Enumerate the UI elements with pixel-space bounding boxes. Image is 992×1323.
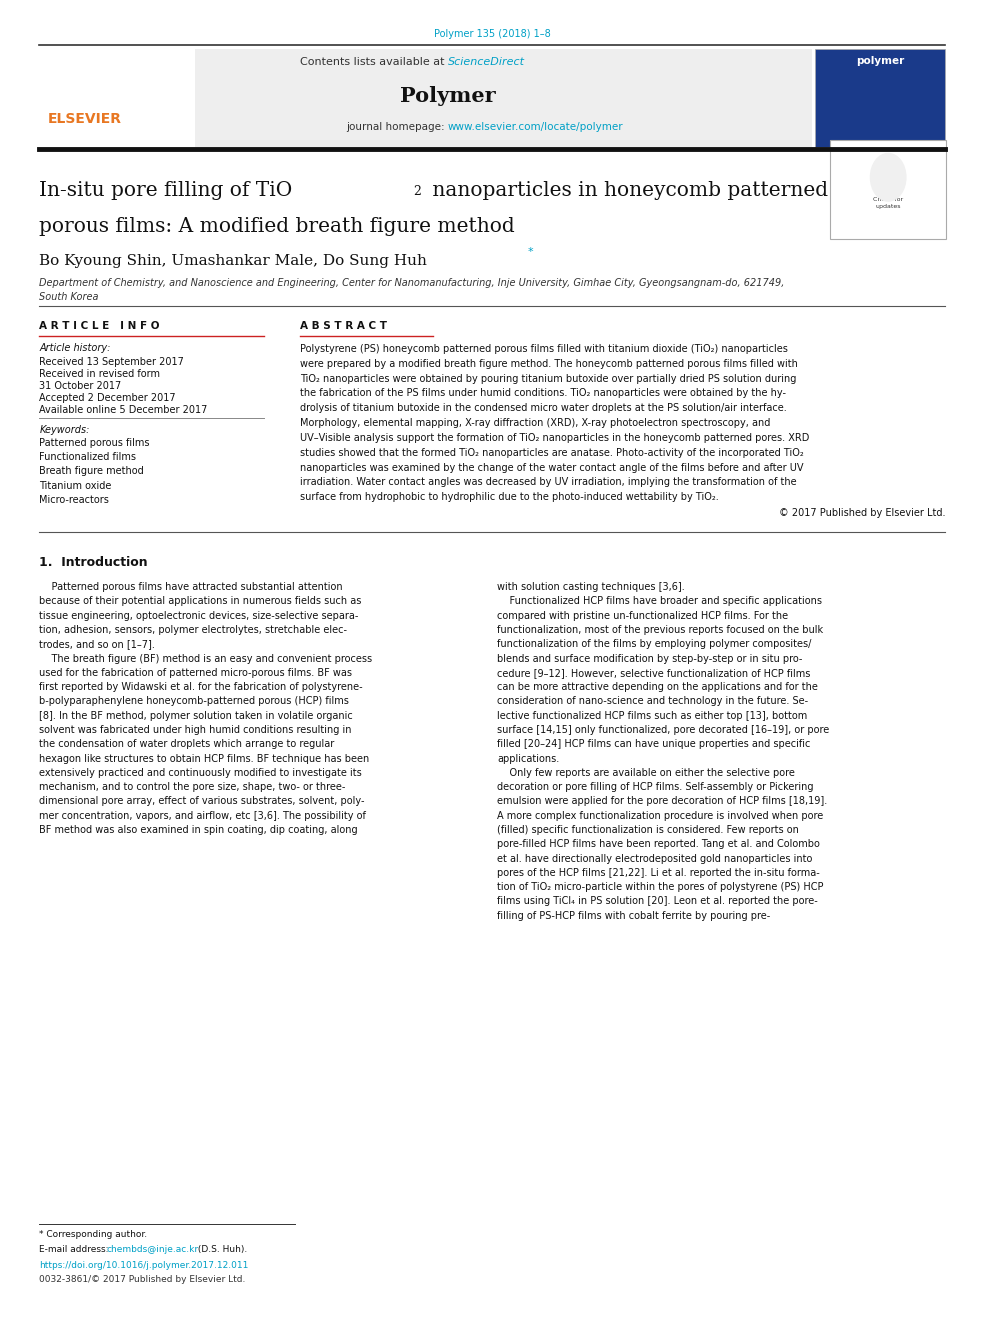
Text: Only few reports are available on either the selective pore: Only few reports are available on either…: [497, 767, 796, 778]
Text: tissue engineering, optoelectronic devices, size-selective separa-: tissue engineering, optoelectronic devic…: [40, 611, 359, 620]
Text: 0032-3861/© 2017 Published by Elsevier Ltd.: 0032-3861/© 2017 Published by Elsevier L…: [40, 1275, 246, 1285]
Text: surface [14,15] only functionalized, pore decorated [16–19], or pore: surface [14,15] only functionalized, por…: [497, 725, 829, 736]
Text: BF method was also examined in spin coating, dip coating, along: BF method was also examined in spin coat…: [40, 826, 358, 835]
Text: mer concentration, vapors, and airflow, etc [3,6]. The possibility of: mer concentration, vapors, and airflow, …: [40, 811, 366, 820]
Text: used for the fabrication of patterned micro-porous films. BF was: used for the fabrication of patterned mi…: [40, 668, 352, 677]
Text: Breath figure method: Breath figure method: [40, 467, 144, 476]
FancyBboxPatch shape: [40, 49, 812, 147]
Text: (D.S. Huh).: (D.S. Huh).: [195, 1245, 247, 1254]
Text: Patterned porous films: Patterned porous films: [40, 438, 150, 448]
Text: ELSEVIER: ELSEVIER: [48, 111, 121, 126]
Text: chembds@inje.ac.kr: chembds@inje.ac.kr: [106, 1245, 198, 1254]
Text: pore-filled HCP films have been reported. Tang et al. and Colombo: pore-filled HCP films have been reported…: [497, 839, 820, 849]
Text: functionalization, most of the previous reports focused on the bulk: functionalization, most of the previous …: [497, 624, 823, 635]
Text: pores of the HCP films [21,22]. Li et al. reported the in-situ forma-: pores of the HCP films [21,22]. Li et al…: [497, 868, 820, 878]
Text: South Korea: South Korea: [40, 292, 99, 303]
Text: dimensional pore array, effect of various substrates, solvent, poly-: dimensional pore array, effect of variou…: [40, 796, 365, 807]
Text: © 2017 Published by Elsevier Ltd.: © 2017 Published by Elsevier Ltd.: [779, 508, 945, 519]
FancyBboxPatch shape: [40, 49, 195, 147]
Text: Functionalized films: Functionalized films: [40, 452, 136, 462]
Text: surface from hydrophobic to hydrophilic due to the photo-induced wettability by : surface from hydrophobic to hydrophilic …: [301, 492, 719, 503]
Text: mechanism, and to control the pore size, shape, two- or three-: mechanism, and to control the pore size,…: [40, 782, 346, 792]
Text: 2: 2: [413, 184, 421, 197]
Text: www.elsevier.com/locate/polymer: www.elsevier.com/locate/polymer: [448, 122, 624, 132]
Text: tion, adhesion, sensors, polymer electrolytes, stretchable elec-: tion, adhesion, sensors, polymer electro…: [40, 624, 347, 635]
FancyBboxPatch shape: [815, 49, 945, 147]
Text: drolysis of titanium butoxide in the condensed micro water droplets at the PS so: drolysis of titanium butoxide in the con…: [301, 404, 787, 413]
Text: Titanium oxide: Titanium oxide: [40, 480, 112, 491]
Text: functionalization of the films by employing polymer composites/: functionalization of the films by employ…: [497, 639, 811, 650]
Text: the condensation of water droplets which arrange to regular: the condensation of water droplets which…: [40, 740, 334, 749]
Text: Polystyrene (PS) honeycomb patterned porous films filled with titanium dioxide (: Polystyrene (PS) honeycomb patterned por…: [301, 344, 789, 355]
Text: Check for
updates: Check for updates: [873, 197, 904, 209]
FancyBboxPatch shape: [830, 140, 946, 239]
Text: were prepared by a modified breath figure method. The honeycomb patterned porous: were prepared by a modified breath figur…: [301, 359, 799, 369]
Text: nanoparticles was examined by the change of the water contact angle of the films: nanoparticles was examined by the change…: [301, 463, 804, 472]
Text: Accepted 2 December 2017: Accepted 2 December 2017: [40, 393, 176, 404]
Circle shape: [870, 153, 906, 201]
Text: Patterned porous films have attracted substantial attention: Patterned porous films have attracted su…: [40, 582, 343, 593]
Text: filled [20–24] HCP films can have unique properties and specific: filled [20–24] HCP films can have unique…: [497, 740, 810, 749]
Text: [8]. In the BF method, polymer solution taken in volatile organic: [8]. In the BF method, polymer solution …: [40, 710, 353, 721]
Text: E-mail address:: E-mail address:: [40, 1245, 112, 1254]
Text: Morphology, elemental mapping, X-ray diffraction (XRD), X-ray photoelectron spec: Morphology, elemental mapping, X-ray dif…: [301, 418, 771, 429]
Text: A B S T R A C T: A B S T R A C T: [301, 321, 387, 332]
Text: Department of Chemistry, and Nanoscience and Engineering, Center for Nanomanufac: Department of Chemistry, and Nanoscience…: [40, 278, 785, 288]
Text: (filled) specific functionalization is considered. Few reports on: (filled) specific functionalization is c…: [497, 826, 800, 835]
Text: porous films: A modified breath figure method: porous films: A modified breath figure m…: [40, 217, 515, 235]
Text: Available online 5 December 2017: Available online 5 December 2017: [40, 405, 207, 415]
Text: tion of TiO₂ micro-particle within the pores of polystyrene (PS) HCP: tion of TiO₂ micro-particle within the p…: [497, 882, 823, 892]
Text: irradiation. Water contact angles was decreased by UV irradiation, implying the : irradiation. Water contact angles was de…: [301, 478, 797, 487]
Text: studies showed that the formed TiO₂ nanoparticles are anatase. Photo-activity of: studies showed that the formed TiO₂ nano…: [301, 447, 805, 458]
Text: films using TiCl₄ in PS solution [20]. Leon et al. reported the pore-: films using TiCl₄ in PS solution [20]. L…: [497, 897, 818, 906]
Text: extensively practiced and continuously modified to investigate its: extensively practiced and continuously m…: [40, 767, 362, 778]
Text: applications.: applications.: [497, 754, 559, 763]
Text: Polymer: Polymer: [400, 86, 496, 106]
Text: solvent was fabricated under high humid conditions resulting in: solvent was fabricated under high humid …: [40, 725, 352, 736]
Text: The breath figure (BF) method is an easy and convenient process: The breath figure (BF) method is an easy…: [40, 654, 373, 664]
Text: blends and surface modification by step-by-step or in situ pro-: blends and surface modification by step-…: [497, 654, 803, 664]
Text: TiO₂ nanoparticles were obtained by pouring titanium butoxide over partially dri: TiO₂ nanoparticles were obtained by pour…: [301, 373, 797, 384]
Text: Contents lists available at: Contents lists available at: [300, 57, 448, 67]
Text: can be more attractive depending on the applications and for the: can be more attractive depending on the …: [497, 683, 818, 692]
Text: lective functionalized HCP films such as either top [13], bottom: lective functionalized HCP films such as…: [497, 710, 807, 721]
Text: A R T I C L E   I N F O: A R T I C L E I N F O: [40, 321, 160, 332]
Text: UV–Visible analysis support the formation of TiO₂ nanoparticles in the honeycomb: UV–Visible analysis support the formatio…: [301, 433, 809, 443]
Text: cedure [9–12]. However, selective functionalization of HCP films: cedure [9–12]. However, selective functi…: [497, 668, 810, 677]
Text: Article history:: Article history:: [40, 343, 111, 353]
Text: 31 October 2017: 31 October 2017: [40, 381, 122, 392]
Text: hexagon like structures to obtain HCP films. BF technique has been: hexagon like structures to obtain HCP fi…: [40, 754, 370, 763]
Text: with solution casting techniques [3,6].: with solution casting techniques [3,6].: [497, 582, 685, 593]
Text: first reported by Widawski et al. for the fabrication of polystyrene-: first reported by Widawski et al. for th…: [40, 683, 363, 692]
Text: *: *: [528, 247, 534, 258]
Text: Polymer 135 (2018) 1–8: Polymer 135 (2018) 1–8: [434, 29, 551, 40]
Text: trodes, and so on [1–7].: trodes, and so on [1–7].: [40, 639, 156, 650]
Text: emulsion were applied for the pore decoration of HCP films [18,19].: emulsion were applied for the pore decor…: [497, 796, 827, 807]
Text: Keywords:: Keywords:: [40, 425, 89, 435]
Text: because of their potential applications in numerous fields such as: because of their potential applications …: [40, 597, 362, 606]
Text: filling of PS-HCP films with cobalt ferrite by pouring pre-: filling of PS-HCP films with cobalt ferr…: [497, 910, 771, 921]
Text: Bo Kyoung Shin, Umashankar Male, Do Sung Huh: Bo Kyoung Shin, Umashankar Male, Do Sung…: [40, 254, 428, 269]
Text: Micro-reactors: Micro-reactors: [40, 495, 109, 505]
Text: In-situ pore filling of TiO: In-situ pore filling of TiO: [40, 181, 293, 200]
Text: Received 13 September 2017: Received 13 September 2017: [40, 357, 185, 368]
Text: A more complex functionalization procedure is involved when pore: A more complex functionalization procedu…: [497, 811, 823, 820]
Text: compared with pristine un-functionalized HCP films. For the: compared with pristine un-functionalized…: [497, 611, 789, 620]
Text: decoration or pore filling of HCP films. Self-assembly or Pickering: decoration or pore filling of HCP films.…: [497, 782, 813, 792]
Text: 1.  Introduction: 1. Introduction: [40, 556, 148, 569]
Text: et al. have directionally electrodeposited gold nanoparticles into: et al. have directionally electrodeposit…: [497, 853, 812, 864]
Text: * Corresponding author.: * Corresponding author.: [40, 1230, 148, 1240]
Text: polymer: polymer: [856, 56, 905, 66]
Text: https://doi.org/10.1016/j.polymer.2017.12.011: https://doi.org/10.1016/j.polymer.2017.1…: [40, 1261, 249, 1270]
Text: the fabrication of the PS films under humid conditions. TiO₂ nanoparticles were : the fabrication of the PS films under hu…: [301, 389, 787, 398]
Text: Received in revised form: Received in revised form: [40, 369, 161, 380]
Text: journal homepage:: journal homepage:: [346, 122, 448, 132]
Text: b-polyparaphenylene honeycomb-patterned porous (HCP) films: b-polyparaphenylene honeycomb-patterned …: [40, 696, 349, 706]
Text: consideration of nano-science and technology in the future. Se-: consideration of nano-science and techno…: [497, 696, 808, 706]
Text: nanoparticles in honeycomb patterned: nanoparticles in honeycomb patterned: [427, 181, 828, 200]
Text: ScienceDirect: ScienceDirect: [448, 57, 525, 67]
Text: Functionalized HCP films have broader and specific applications: Functionalized HCP films have broader an…: [497, 597, 822, 606]
